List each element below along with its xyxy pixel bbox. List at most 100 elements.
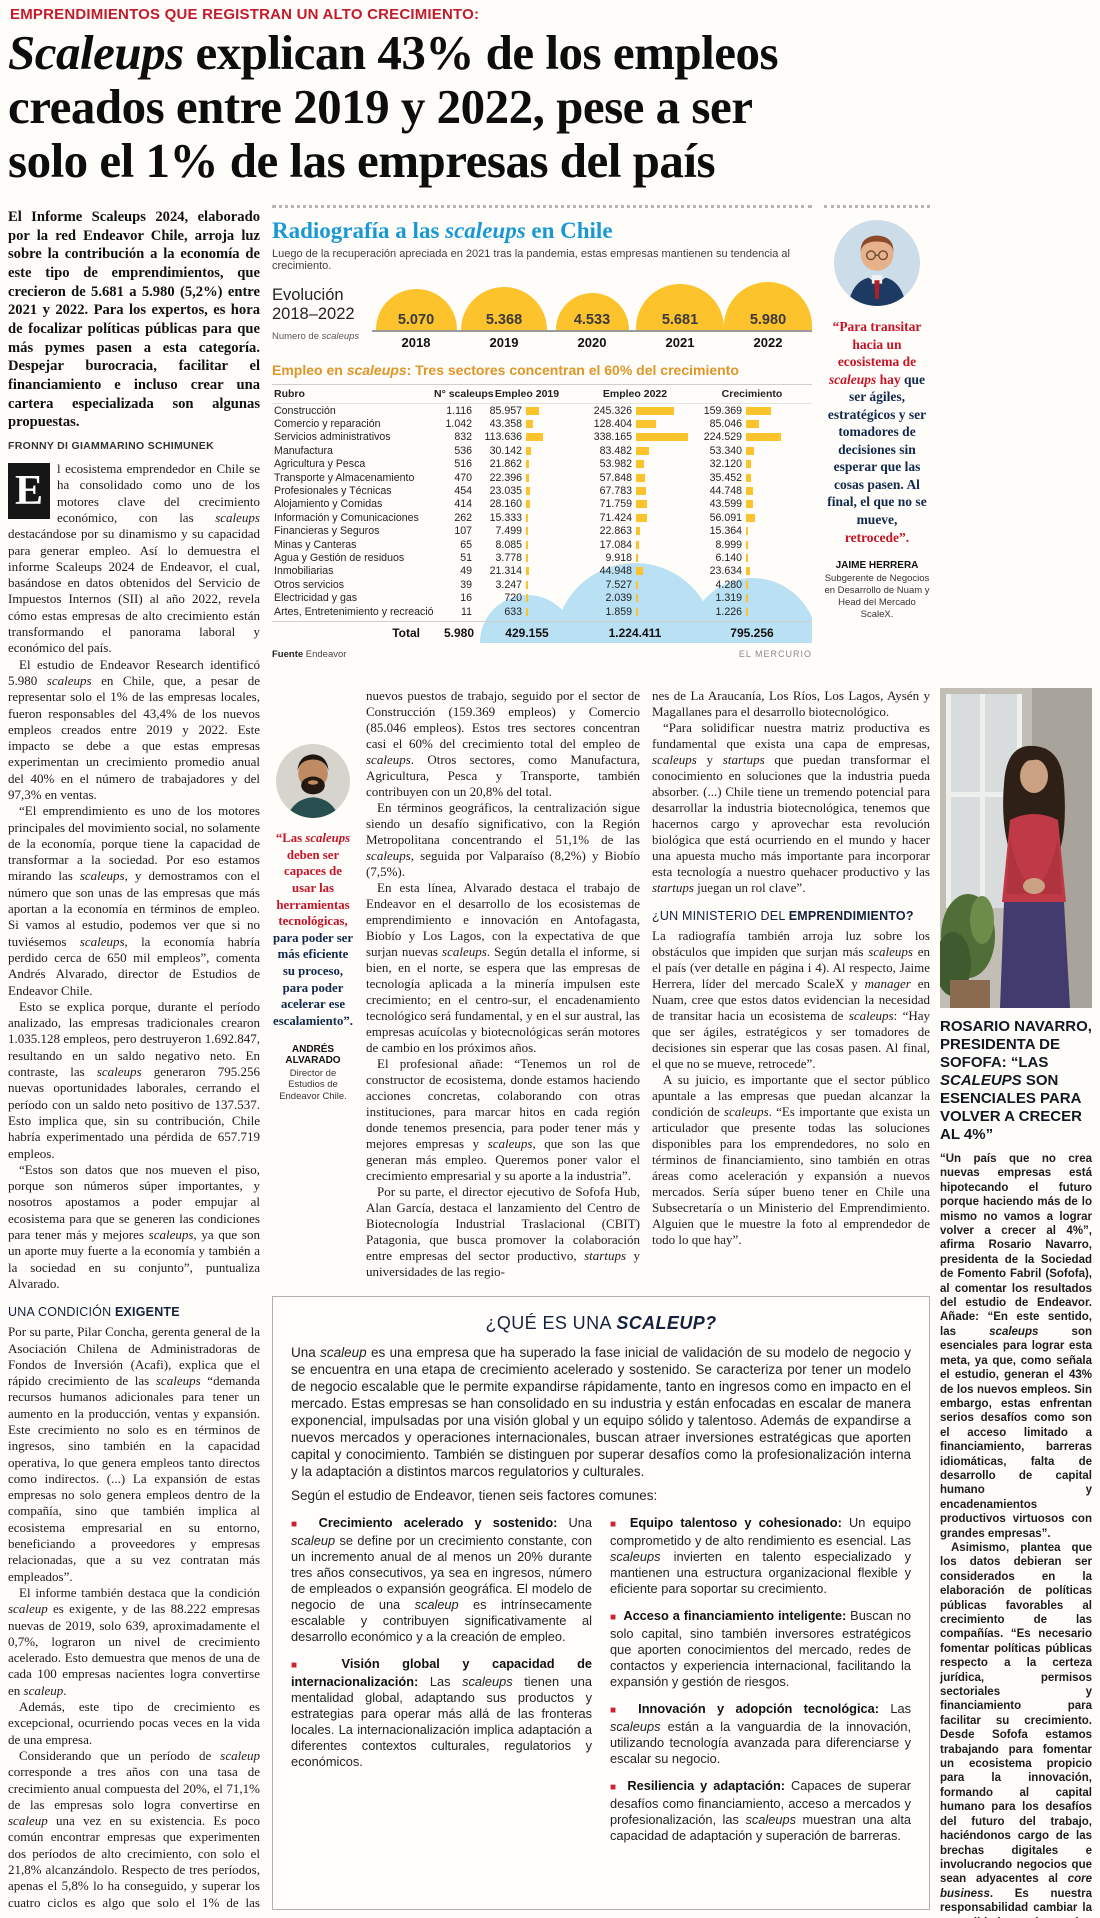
sector-count: 65 xyxy=(460,538,472,551)
rosario-headline: ROSARIO NAVARRO, PRESIDENTA DE SOFOFA: “… xyxy=(940,1018,1092,1143)
sector-row: Transporte y Almacenamiento 470 22.396 57.8… xyxy=(272,471,812,484)
evolution-label: Evolución 2018–2022 Numero de scaleups xyxy=(272,282,372,350)
bullet-square-icon: ■ xyxy=(610,1519,620,1530)
quote-part: retrocede”. xyxy=(844,529,910,545)
value-bar xyxy=(746,487,812,496)
value-bar xyxy=(636,460,692,469)
bullet-square-icon: ■ xyxy=(291,1660,316,1671)
sector-value: 1.319 xyxy=(715,592,742,605)
body-paragraph: “Para solidificar nuestra matriz product… xyxy=(652,720,930,895)
evolution-chart: Evolución 2018–2022 Numero de scaleups 5.… xyxy=(272,282,812,350)
body-paragraph: nes de La Araucanía, Los Ríos, Los Lagos… xyxy=(652,688,930,719)
evolution-item: 5.070 2018 xyxy=(372,282,460,350)
column-header: Rubro xyxy=(274,388,305,400)
sector-value: 6.140 xyxy=(715,551,742,564)
sector-name: Manufactura xyxy=(274,444,333,457)
sector-row: Comercio y reparación 1.042 43.358 128.404 8… xyxy=(272,417,812,430)
evolution-item: 5.681 2021 xyxy=(636,282,724,350)
pull-quote-jaime: “Para transitar hacia un ecosistema de s… xyxy=(824,205,930,672)
sector-name: Comercio y reparación xyxy=(274,418,381,431)
quote-part: “Para transitar hacia un ecosistema de s… xyxy=(828,319,922,387)
portrait-illustration xyxy=(276,744,350,818)
employment-chart-title: Empleo en scaleups: Tres sectores concen… xyxy=(272,362,739,378)
evolution-year: 2022 xyxy=(753,335,783,350)
body-paragraph: A su juicio, es importante que el sector… xyxy=(652,1072,930,1247)
sector-value: 43.358 xyxy=(489,418,522,431)
sector-value: 4.280 xyxy=(715,578,742,591)
sector-value: 3.778 xyxy=(495,551,522,564)
evolution-value: 5.681 xyxy=(661,312,699,328)
sector-name: Financieras y Seguros xyxy=(274,525,380,538)
value-bar xyxy=(636,513,692,522)
total-value: 429.155 xyxy=(505,626,549,641)
sector-row: Manufactura 536 30.142 83.482 53.340 xyxy=(272,444,812,457)
sector-row: Artes, Entretenimiento y recreación 11 633… xyxy=(272,605,812,618)
sector-count: 1.116 xyxy=(446,404,472,417)
sector-value: 9.918 xyxy=(605,551,632,564)
sector-row: Otros servicios 39 3.247 7.527 4.280 xyxy=(272,578,812,591)
table-header: Rubro N° scaleups Empleo 2019 Empleo 2022 Cr… xyxy=(272,384,812,404)
sector-value: 720 xyxy=(504,592,522,605)
sector-name: Otros servicios xyxy=(274,578,345,591)
column-header: Crecimiento xyxy=(721,388,783,400)
portrait-illustration xyxy=(940,688,1092,1008)
jaime-quote: “Para transitar hacia un ecosistema de s… xyxy=(824,318,930,546)
sector-count: 454 xyxy=(454,485,472,498)
evolution-value: 5.980 xyxy=(749,312,787,328)
evolution-value: 5.368 xyxy=(485,312,523,328)
value-bar xyxy=(636,500,692,509)
sector-value: 15.364 xyxy=(709,525,742,538)
box-title: ¿QUÉ ES UNA SCALEUP? xyxy=(291,1313,911,1334)
alvarado-role: Director de Estudios de Endeavor Chile. xyxy=(279,1067,347,1103)
sector-name: Electricidad y gas xyxy=(274,592,358,605)
sector-count: 51 xyxy=(460,551,472,564)
body-paragraph: “El emprendimiento es uno de los motores… xyxy=(8,803,260,998)
kicker: EMPRENDIMIENTOS QUE REGISTRAN UN ALTO CR… xyxy=(10,6,480,23)
value-bar xyxy=(526,406,578,415)
sector-value: 83.482 xyxy=(599,444,632,457)
sector-value: 22.863 xyxy=(599,525,632,538)
jaime-herrera-photo xyxy=(834,220,920,306)
sector-value: 71.759 xyxy=(599,498,632,511)
factor-item: ■ Crecimiento acelerado y sostenido: Una… xyxy=(291,1515,593,1644)
jaime-role: Subgerente de Negocios en Desarrollo de … xyxy=(824,573,930,620)
sector-value: 17.084 xyxy=(599,538,632,551)
value-bar xyxy=(526,487,578,496)
source-value: Endeavor xyxy=(305,649,347,661)
body-paragraph: “Estos son datos que nos mueven el piso,… xyxy=(8,1161,260,1291)
sector-value: 30.142 xyxy=(489,444,522,457)
sector-value: 128.404 xyxy=(593,418,632,431)
value-bar xyxy=(636,580,692,589)
sector-name: Alojamiento y Comidas xyxy=(274,498,383,511)
value-bar xyxy=(746,446,812,455)
sector-count: 39 xyxy=(460,578,472,591)
sector-count: 11 xyxy=(461,605,472,618)
body-paragraph: El informe también destaca que la condic… xyxy=(8,1584,260,1698)
headline: Scaleups explican 43% de los empleos crea… xyxy=(8,25,779,188)
sector-value: 113.636 xyxy=(484,431,522,444)
value-bar xyxy=(746,540,812,549)
value-bar xyxy=(636,527,692,536)
bullet-square-icon: ■ xyxy=(610,1782,619,1793)
sector-row: Agua y Gestión de residuos 51 3.778 9.918 6.… xyxy=(272,551,812,564)
value-bar xyxy=(526,567,578,576)
value-bar xyxy=(636,446,692,455)
sector-value: 44.948 xyxy=(599,565,632,578)
evolution-year: 2020 xyxy=(577,335,607,350)
bullet-square-icon: ■ xyxy=(291,1519,305,1530)
sector-value: 28.160 xyxy=(489,498,522,511)
sector-row: Construcción 1.116 85.957 245.326 159.369 xyxy=(272,404,812,417)
value-bar xyxy=(746,420,812,429)
total-label: Total xyxy=(392,626,420,641)
sector-row: Servicios administrativos 832 113.636 338.1… xyxy=(272,431,812,444)
sector-value: 338.165 xyxy=(593,431,632,444)
value-bar xyxy=(746,513,812,522)
sector-value: 21.314 xyxy=(489,565,522,578)
sector-value: 44.748 xyxy=(709,485,742,498)
sector-value: 53.340 xyxy=(709,444,742,457)
portrait-illustration xyxy=(834,220,920,306)
sector-value: 1.859 xyxy=(605,605,632,618)
sector-value: 7.527 xyxy=(605,578,632,591)
